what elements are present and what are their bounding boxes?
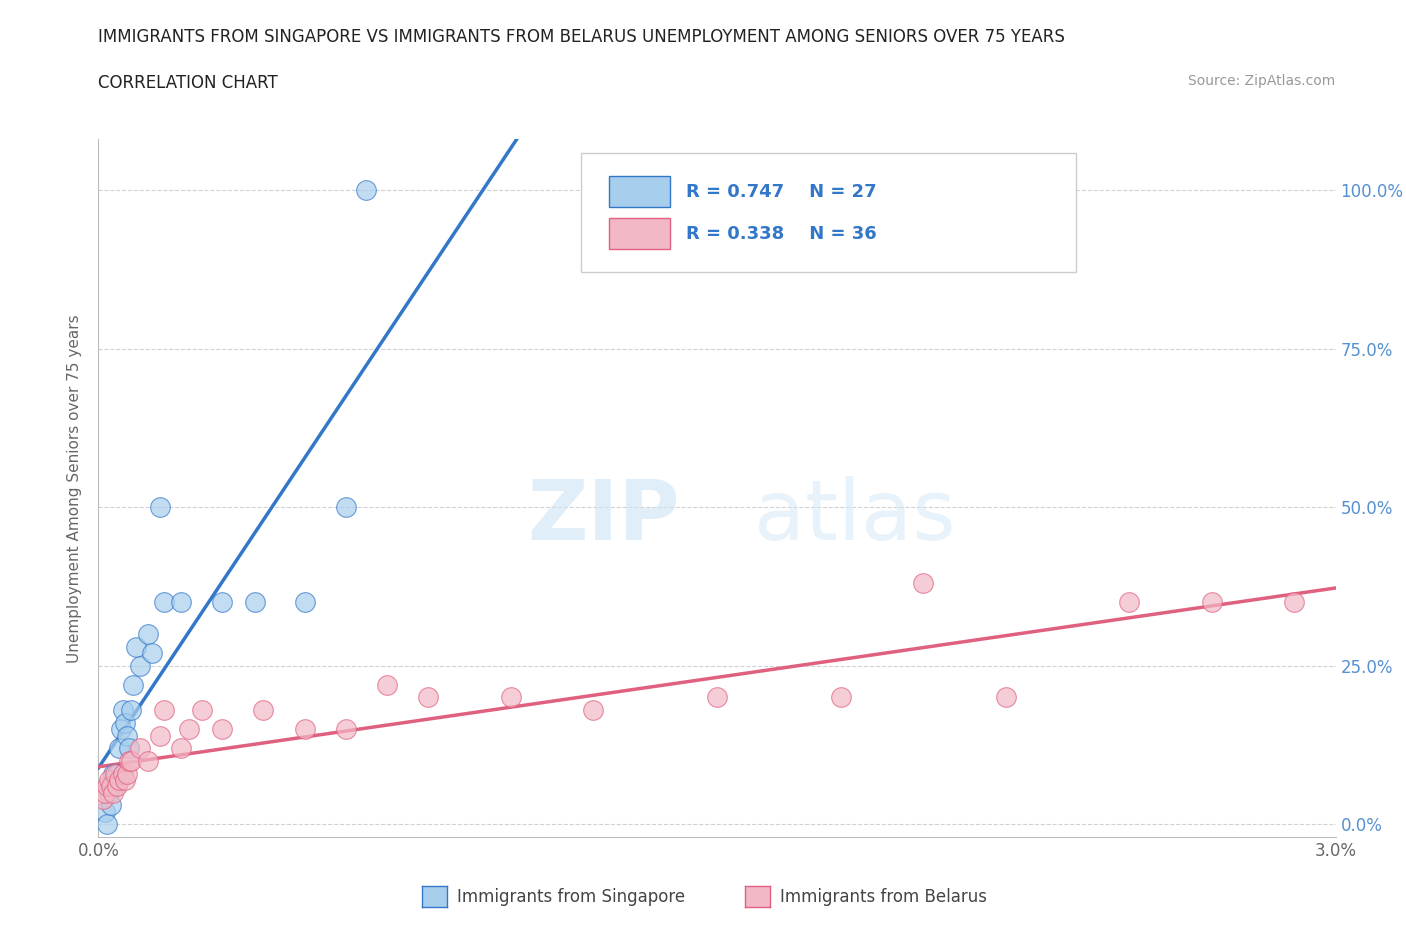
Point	[1284, 595, 1306, 610]
Point	[114, 715, 136, 730]
Point	[97, 785, 120, 800]
Point	[170, 741, 193, 756]
Point	[122, 677, 145, 692]
Point	[101, 766, 124, 781]
Point	[91, 791, 114, 806]
Point	[100, 798, 122, 813]
FancyBboxPatch shape	[609, 219, 671, 249]
Point	[93, 804, 115, 819]
Point	[499, 690, 522, 705]
Text: Immigrants from Singapore: Immigrants from Singapore	[457, 887, 685, 906]
Point	[96, 778, 118, 793]
Point	[96, 817, 118, 831]
Point	[335, 722, 357, 737]
Point	[105, 766, 128, 781]
Point	[149, 728, 172, 743]
Point	[375, 677, 398, 692]
Point	[335, 499, 357, 514]
Y-axis label: Unemployment Among Seniors over 75 years: Unemployment Among Seniors over 75 years	[67, 314, 83, 662]
Point	[112, 766, 135, 781]
Point	[108, 741, 131, 756]
Point	[124, 639, 146, 654]
Point	[356, 183, 378, 198]
Point	[912, 576, 935, 591]
Text: R = 0.747    N = 27: R = 0.747 N = 27	[686, 183, 877, 201]
Point	[243, 595, 266, 610]
Point	[830, 690, 852, 705]
Point	[141, 645, 163, 660]
FancyBboxPatch shape	[609, 177, 671, 207]
Point	[93, 785, 115, 800]
Point	[108, 773, 131, 788]
Point	[294, 595, 316, 610]
Point	[153, 595, 176, 610]
Point	[211, 722, 233, 737]
Point	[190, 703, 212, 718]
Text: Immigrants from Belarus: Immigrants from Belarus	[780, 887, 987, 906]
Text: Source: ZipAtlas.com: Source: ZipAtlas.com	[1188, 74, 1336, 88]
Point	[418, 690, 440, 705]
Point	[128, 741, 150, 756]
Point	[110, 722, 132, 737]
Point	[112, 703, 135, 718]
Point	[128, 658, 150, 673]
Point	[994, 690, 1017, 705]
FancyBboxPatch shape	[581, 153, 1076, 272]
Point	[120, 703, 142, 718]
Point	[706, 690, 728, 705]
Point	[136, 753, 159, 768]
Point	[120, 753, 142, 768]
Text: CORRELATION CHART: CORRELATION CHART	[98, 74, 278, 92]
Point	[117, 728, 139, 743]
Text: ZIP: ZIP	[527, 475, 681, 557]
Point	[118, 753, 141, 768]
Text: R = 0.338    N = 36: R = 0.338 N = 36	[686, 225, 877, 243]
Point	[114, 773, 136, 788]
Point	[582, 703, 605, 718]
Point	[170, 595, 193, 610]
Point	[211, 595, 233, 610]
Point	[105, 778, 128, 793]
Point	[118, 741, 141, 756]
Point	[117, 766, 139, 781]
Point	[104, 778, 127, 793]
Point	[294, 722, 316, 737]
Point	[153, 703, 176, 718]
Point	[1201, 595, 1223, 610]
Point	[101, 785, 124, 800]
Point	[252, 703, 274, 718]
Point	[100, 778, 122, 793]
Text: atlas: atlas	[754, 475, 956, 557]
Point	[179, 722, 201, 737]
Text: IMMIGRANTS FROM SINGAPORE VS IMMIGRANTS FROM BELARUS UNEMPLOYMENT AMONG SENIORS : IMMIGRANTS FROM SINGAPORE VS IMMIGRANTS …	[98, 28, 1066, 46]
Point	[149, 499, 172, 514]
Point	[136, 627, 159, 642]
Point	[1118, 595, 1140, 610]
Point	[97, 773, 120, 788]
Point	[104, 766, 127, 781]
